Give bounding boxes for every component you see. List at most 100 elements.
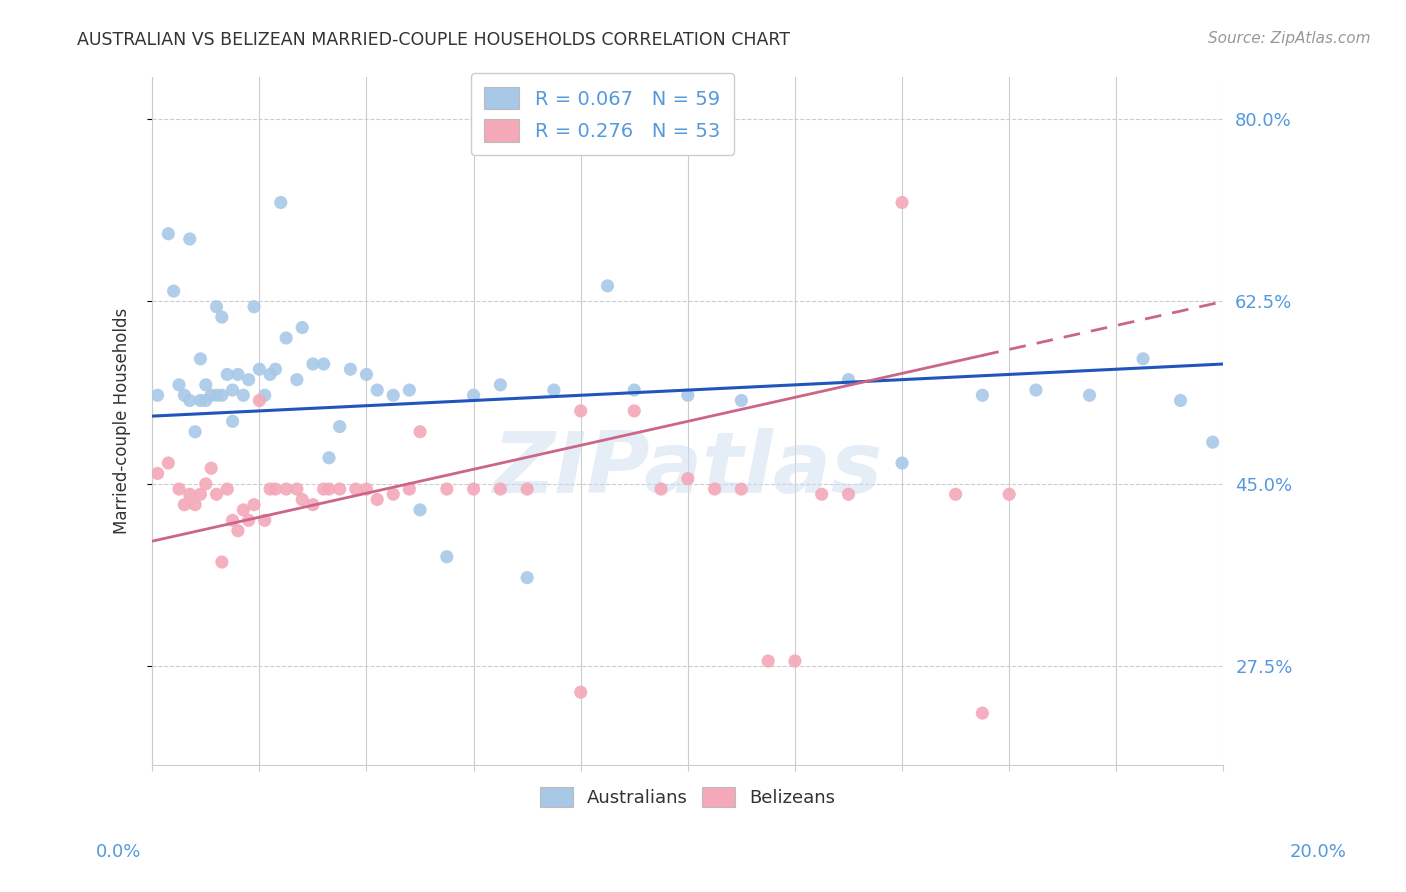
Point: [157, 456, 180, 470]
Point: [409, 503, 432, 517]
Point: [318, 450, 340, 465]
Point: [167, 377, 190, 392]
Point: [676, 388, 699, 402]
Point: [972, 706, 994, 720]
Point: [756, 654, 779, 668]
Point: [409, 425, 432, 439]
Point: [356, 368, 378, 382]
Point: [221, 513, 243, 527]
Point: [312, 357, 335, 371]
Point: [211, 555, 233, 569]
Point: [730, 393, 752, 408]
Point: [285, 482, 308, 496]
Point: [238, 373, 260, 387]
Point: [366, 383, 388, 397]
Point: [276, 331, 298, 345]
Point: [253, 513, 276, 527]
Point: [382, 388, 405, 402]
Point: [238, 513, 260, 527]
Point: [463, 388, 485, 402]
Point: [190, 351, 212, 366]
Point: [650, 482, 672, 496]
Point: [302, 357, 325, 371]
Point: [205, 388, 228, 402]
Point: [247, 362, 270, 376]
Point: [253, 388, 276, 402]
Point: [179, 232, 201, 246]
Point: [366, 492, 388, 507]
Point: [259, 368, 281, 382]
Point: [226, 368, 249, 382]
Point: [179, 393, 201, 408]
Text: 20.0%: 20.0%: [1291, 843, 1347, 861]
Point: [247, 393, 270, 408]
Point: [329, 482, 352, 496]
Point: [157, 227, 180, 241]
Point: [221, 414, 243, 428]
Point: [194, 393, 217, 408]
Point: [339, 362, 361, 376]
Point: [259, 482, 281, 496]
Point: [146, 388, 169, 402]
Point: [382, 487, 405, 501]
Point: [205, 300, 228, 314]
Point: [837, 373, 859, 387]
Point: [810, 487, 832, 501]
Point: [146, 467, 169, 481]
Point: [184, 498, 207, 512]
Point: [285, 373, 308, 387]
Text: AUSTRALIAN VS BELIZEAN MARRIED-COUPLE HOUSEHOLDS CORRELATION CHART: AUSTRALIAN VS BELIZEAN MARRIED-COUPLE HO…: [77, 31, 790, 49]
Point: [200, 461, 222, 475]
Point: [356, 482, 378, 496]
Point: [891, 456, 914, 470]
Point: [200, 388, 222, 402]
Y-axis label: Married-couple Households: Married-couple Households: [114, 309, 131, 534]
Point: [173, 388, 195, 402]
Point: [1078, 388, 1101, 402]
Point: [837, 487, 859, 501]
Point: [194, 476, 217, 491]
Point: [596, 278, 619, 293]
Point: [243, 498, 266, 512]
Point: [1202, 435, 1225, 450]
Point: [312, 482, 335, 496]
Point: [217, 368, 239, 382]
Point: [516, 571, 538, 585]
Point: [291, 320, 314, 334]
Point: [436, 549, 458, 564]
Point: [163, 284, 186, 298]
Point: [205, 487, 228, 501]
Point: [232, 503, 254, 517]
Point: [179, 487, 201, 501]
Point: [398, 383, 420, 397]
Point: [291, 492, 314, 507]
Point: [264, 482, 287, 496]
Point: [945, 487, 967, 501]
Point: [190, 393, 212, 408]
Point: [543, 383, 565, 397]
Point: [318, 482, 340, 496]
Point: [329, 419, 352, 434]
Point: [276, 482, 298, 496]
Point: [998, 487, 1021, 501]
Point: [516, 482, 538, 496]
Point: [398, 482, 420, 496]
Point: [891, 195, 914, 210]
Point: [703, 482, 725, 496]
Point: [344, 482, 367, 496]
Point: [1132, 351, 1154, 366]
Point: [676, 472, 699, 486]
Point: [270, 195, 292, 210]
Point: [194, 377, 217, 392]
Point: [264, 362, 287, 376]
Point: [623, 404, 645, 418]
Point: [211, 388, 233, 402]
Point: [489, 482, 512, 496]
Point: [436, 482, 458, 496]
Text: ZIPatlas: ZIPatlas: [492, 428, 883, 511]
Point: [167, 482, 190, 496]
Point: [1025, 383, 1047, 397]
Point: [232, 388, 254, 402]
Text: 0.0%: 0.0%: [96, 843, 141, 861]
Point: [211, 310, 233, 325]
